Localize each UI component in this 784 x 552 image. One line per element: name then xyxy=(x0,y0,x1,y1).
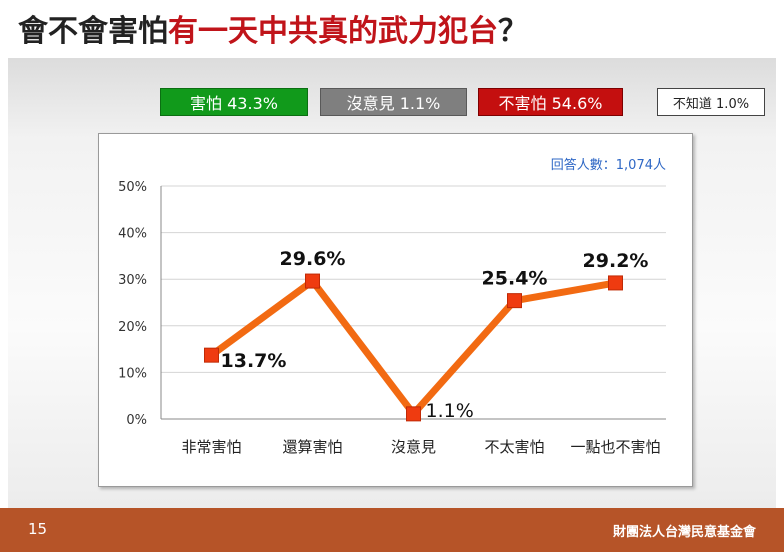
legend-unknown: 不知道 1.0% xyxy=(657,88,765,116)
x-tick-label: 不太害怕 xyxy=(484,438,544,456)
data-point xyxy=(608,275,623,291)
page-number: 15 xyxy=(28,520,48,538)
legend-afraid: 害怕 43.3% xyxy=(160,88,308,116)
y-tick-label: 10% xyxy=(118,366,147,381)
data-label: 1.1% xyxy=(426,400,474,422)
y-tick-label: 50% xyxy=(118,180,147,195)
title-suffix: ？ xyxy=(498,14,528,49)
series-line xyxy=(208,277,619,418)
title-highlight: 有一天中共真的武力犯台 xyxy=(168,14,498,49)
chart-frame: 0% 10% 20% 30% 40% 50% 非常害怕 還算害怕 沒意見 不太害怕 一點也不害怕 … xyxy=(98,133,693,487)
footer-bar: 15 財團法人台灣民意基金會 xyxy=(0,508,784,552)
data-label: 29.2% xyxy=(583,250,649,272)
x-tick-label: 非常害怕 xyxy=(181,438,241,456)
organization-name: 財團法人台灣民意基金會 xyxy=(612,525,756,540)
data-point xyxy=(204,347,219,363)
data-markers xyxy=(204,273,623,422)
legend-not-afraid: 不害怕 54.6% xyxy=(478,88,623,116)
x-axis-ticks: 非常害怕 還算害怕 沒意見 不太害怕 一點也不害怕 xyxy=(181,438,660,456)
y-tick-label: 40% xyxy=(118,227,147,242)
legend-no-opinion: 沒意見 1.1% xyxy=(320,88,467,116)
page-title: 會不會害怕有一天中共真的武力犯台？ xyxy=(18,6,528,49)
x-tick-label: 沒意見 xyxy=(391,438,436,456)
data-label: 13.7% xyxy=(221,350,287,372)
y-tick-label: 30% xyxy=(118,273,147,288)
y-tick-label: 0% xyxy=(126,413,147,428)
data-point xyxy=(305,273,320,289)
y-tick-label: 20% xyxy=(118,320,147,335)
data-labels: 13.7% 29.6% 1.1% 25.4% 29.2% xyxy=(221,248,649,422)
data-label: 29.6% xyxy=(280,248,346,270)
y-axis-ticks: 0% 10% 20% 30% 40% 50% xyxy=(118,180,147,428)
x-tick-label: 還算害怕 xyxy=(282,438,342,456)
line-chart: 0%10%20%30%40%50% 非常害怕 還算害怕 沒意見 不太害怕 一點也不害怕 … xyxy=(118,157,666,456)
gridlines xyxy=(160,185,666,420)
x-tick-label: 一點也不害怕 xyxy=(570,438,660,456)
data-label: 25.4% xyxy=(482,268,548,290)
respondents-note: 回答人數：1,074人 xyxy=(551,157,666,173)
title-prefix: 會不會害怕 xyxy=(18,14,168,49)
data-point xyxy=(507,293,522,309)
data-point xyxy=(406,406,421,422)
